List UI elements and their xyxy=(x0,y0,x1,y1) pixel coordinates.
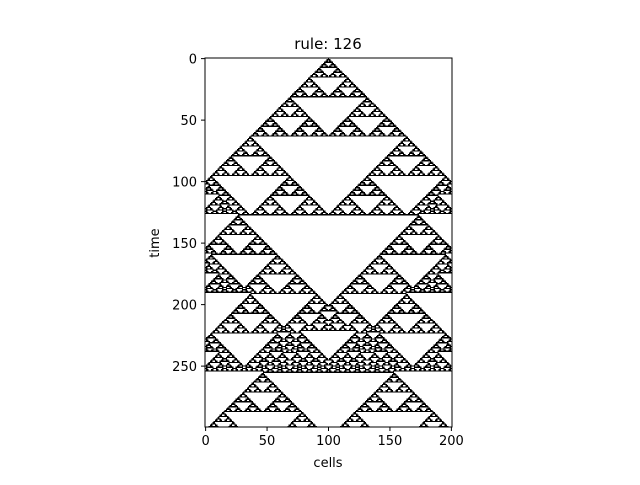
y-tick-label: 150 xyxy=(172,237,197,252)
y-tick-label: 100 xyxy=(172,176,197,191)
y-tick-label: 200 xyxy=(172,299,197,314)
y-axis-label: time xyxy=(148,228,163,257)
x-tick-label: 0 xyxy=(201,434,209,449)
y-tick-label: 50 xyxy=(180,114,197,129)
x-tick-label: 200 xyxy=(439,434,464,449)
x-axis: 0 50 100 150 200 xyxy=(201,427,464,449)
x-tick-label: 50 xyxy=(259,434,276,449)
x-axis-label: cells xyxy=(313,456,342,471)
cellular-automaton-image xyxy=(205,58,452,427)
plot-area xyxy=(204,57,453,428)
x-tick-label: 150 xyxy=(378,434,403,449)
chart-title: rule: 126 xyxy=(294,35,362,53)
x-tick-label: 100 xyxy=(316,434,341,449)
y-axis: 0 50 100 150 200 250 xyxy=(172,53,205,375)
y-tick-label: 0 xyxy=(189,53,197,68)
y-tick-label: 250 xyxy=(172,360,197,375)
